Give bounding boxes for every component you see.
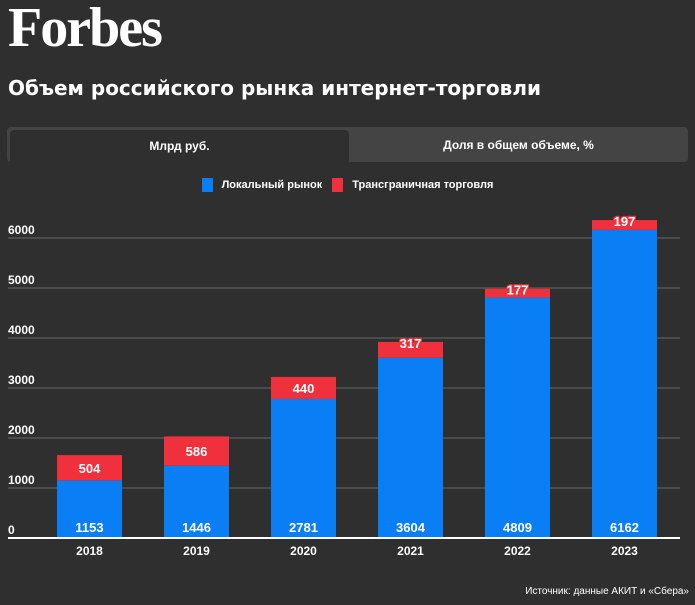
bar-crossborder bbox=[164, 436, 229, 466]
y-tick-label: 2000 bbox=[8, 423, 35, 437]
source-note: Источник: данные АКИТ и «Сбера» bbox=[525, 586, 689, 597]
legend-label-crossborder: Трансграничная торговля bbox=[352, 179, 494, 191]
bar-crossborder bbox=[271, 376, 336, 399]
legend-label-local: Локальный рынок bbox=[221, 179, 323, 191]
y-tick-label: 6000 bbox=[8, 223, 35, 237]
chart-title: Объем российского рынка интернет-торговл… bbox=[8, 76, 541, 100]
bar-local bbox=[592, 229, 657, 538]
data-label-local: 2781 bbox=[289, 520, 318, 535]
tab-billion-rub[interactable]: Млрд руб. bbox=[10, 130, 349, 162]
bar-local bbox=[57, 480, 122, 538]
data-label-crossborder: 440 bbox=[293, 381, 315, 396]
legend-swatch-crossborder bbox=[332, 178, 344, 192]
data-label-local: 4809 bbox=[503, 520, 532, 535]
y-tick-label: 1000 bbox=[8, 473, 35, 487]
bar-crossborder bbox=[485, 288, 550, 298]
y-tick-label: 0 bbox=[8, 523, 15, 537]
x-tick-label: 2018 bbox=[76, 544, 103, 558]
legend: Локальный рынок Трансграничная торговля bbox=[0, 178, 695, 192]
data-label-local: 3604 bbox=[396, 520, 426, 535]
bar-local bbox=[378, 357, 443, 538]
x-tick-label: 2023 bbox=[611, 544, 638, 558]
data-label-crossborder: 317 bbox=[400, 336, 422, 351]
x-tick-label: 2019 bbox=[183, 544, 210, 558]
x-tick-label: 2020 bbox=[290, 544, 317, 558]
bar-crossborder bbox=[378, 341, 443, 358]
y-tick-label: 5000 bbox=[8, 273, 35, 287]
data-label-crossborder: 504 bbox=[79, 461, 101, 476]
data-label-crossborder: 586 bbox=[186, 444, 208, 459]
x-tick-label: 2022 bbox=[504, 544, 531, 558]
legend-item-local[interactable]: Локальный рынок bbox=[201, 178, 323, 192]
bar-crossborder bbox=[57, 455, 122, 481]
bar-local bbox=[164, 465, 229, 538]
y-tick-label: 4000 bbox=[8, 323, 35, 337]
legend-item-crossborder[interactable]: Трансграничная торговля bbox=[332, 178, 493, 192]
tab-bar: Млрд руб. Доля в общем объеме, % bbox=[7, 127, 688, 162]
legend-swatch-local bbox=[201, 178, 213, 192]
y-tick-label: 3000 bbox=[8, 373, 35, 387]
bar-local bbox=[485, 297, 550, 538]
data-label-crossborder: 177 bbox=[507, 283, 529, 298]
tab-share-percent[interactable]: Доля в общем объеме, % bbox=[443, 137, 594, 152]
x-tick-label: 2021 bbox=[397, 544, 424, 558]
data-label-local: 1446 bbox=[182, 520, 211, 535]
bar-local bbox=[271, 398, 336, 538]
data-label-crossborder: 197 bbox=[614, 214, 636, 229]
forbes-logo: Forbes bbox=[8, 0, 163, 59]
data-label-local: 6162 bbox=[610, 520, 639, 535]
bar-crossborder bbox=[592, 220, 657, 230]
data-label-local: 1153 bbox=[75, 520, 103, 535]
